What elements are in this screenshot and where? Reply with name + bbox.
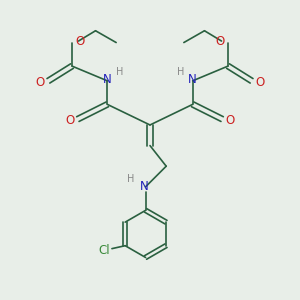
Text: H: H	[116, 67, 123, 77]
Text: H: H	[177, 67, 184, 77]
Text: O: O	[65, 114, 74, 127]
Text: O: O	[215, 34, 224, 48]
Text: H: H	[127, 174, 134, 184]
Text: N: N	[140, 180, 148, 193]
Text: N: N	[103, 73, 112, 86]
Text: O: O	[226, 114, 235, 127]
Text: Cl: Cl	[98, 244, 109, 256]
Text: O: O	[76, 34, 85, 48]
Text: N: N	[188, 73, 197, 86]
Text: O: O	[255, 76, 265, 89]
Text: O: O	[35, 76, 45, 89]
